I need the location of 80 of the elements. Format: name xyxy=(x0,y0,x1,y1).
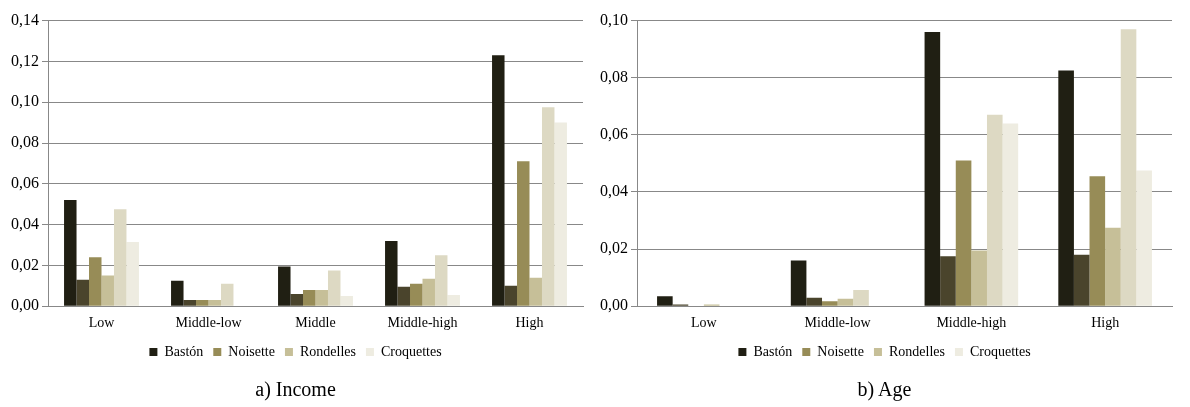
bar xyxy=(1120,29,1137,306)
y-tick-label: 0,06 xyxy=(11,174,39,191)
bar xyxy=(340,296,353,306)
y-tick-label: 0,10 xyxy=(600,10,628,28)
bar xyxy=(554,122,567,306)
x-tick-label: Middle-high xyxy=(387,315,458,331)
bar xyxy=(315,289,328,306)
y-tick-label: 0,02 xyxy=(600,239,628,257)
bar xyxy=(183,300,197,306)
bar xyxy=(290,293,304,306)
bar xyxy=(303,289,316,306)
legend-label: Bastón xyxy=(164,343,204,359)
legend-label: Croquettes xyxy=(380,343,442,359)
bar xyxy=(76,279,90,306)
bar xyxy=(422,278,435,306)
bar xyxy=(822,301,838,306)
bar xyxy=(504,285,518,306)
legend-label: Bastón xyxy=(753,343,793,359)
bar xyxy=(940,256,956,306)
bar xyxy=(196,300,209,306)
bar xyxy=(986,114,1003,306)
y-tick-label: 0,02 xyxy=(11,255,39,273)
x-tick-label: High xyxy=(515,315,544,331)
text: a) Income xyxy=(255,378,336,402)
bar xyxy=(1105,227,1121,306)
y-tick-label: 0,00 xyxy=(600,296,628,314)
legend-label: Croquettes xyxy=(969,343,1031,359)
x-tick-label: Middle xyxy=(295,315,336,331)
bar xyxy=(492,55,505,306)
bar xyxy=(837,298,854,306)
bar xyxy=(89,257,102,306)
x-tick-label: Middle-low xyxy=(175,315,243,331)
bar xyxy=(1073,254,1090,306)
legend-label: Rondelles xyxy=(888,343,945,359)
bar xyxy=(790,260,807,306)
bar xyxy=(397,286,411,306)
x-tick-label: Middle-low xyxy=(804,315,872,331)
bar xyxy=(327,270,341,306)
bar xyxy=(1002,123,1019,306)
y-tick-label: 0,14 xyxy=(11,10,39,28)
bar xyxy=(657,296,673,306)
legend-label: Noisette xyxy=(228,343,275,359)
bar xyxy=(113,209,127,306)
bar xyxy=(126,241,139,306)
text: b) Age xyxy=(857,378,912,402)
bar xyxy=(529,277,542,306)
bar xyxy=(208,300,221,306)
x-tick-label: Low xyxy=(691,315,718,331)
bar xyxy=(447,294,460,306)
bar xyxy=(1089,176,1106,306)
x-tick-label: Low xyxy=(88,315,116,331)
y-tick-label: 0,08 xyxy=(600,67,628,85)
bar xyxy=(971,250,987,306)
bar xyxy=(385,240,398,306)
x-tick-label: High xyxy=(1091,315,1120,331)
y-tick-label: 0,04 xyxy=(11,214,39,232)
bar xyxy=(517,161,530,306)
bar xyxy=(853,289,869,306)
bar xyxy=(806,297,823,306)
bar xyxy=(434,255,448,306)
y-tick-label: 0,04 xyxy=(600,182,628,200)
bar xyxy=(101,275,114,306)
bar xyxy=(541,107,555,306)
bar xyxy=(64,200,77,306)
bar xyxy=(410,283,423,306)
y-tick-label: 0,10 xyxy=(11,92,39,110)
bar xyxy=(1136,170,1152,306)
bar xyxy=(171,280,184,306)
bar xyxy=(1058,70,1074,306)
y-tick-label: 0,08 xyxy=(11,133,39,151)
bar xyxy=(924,32,941,306)
bar xyxy=(955,160,972,306)
y-tick-label: 0,12 xyxy=(11,51,39,69)
legend-label: Rondelles xyxy=(299,343,356,359)
bar xyxy=(278,266,291,306)
legend-label: Noisette xyxy=(817,343,864,359)
bar xyxy=(220,283,234,306)
x-tick-label: Middle-high xyxy=(936,315,1007,331)
y-tick-label: 0,06 xyxy=(600,125,628,143)
y-tick-label: 0,00 xyxy=(11,296,39,314)
